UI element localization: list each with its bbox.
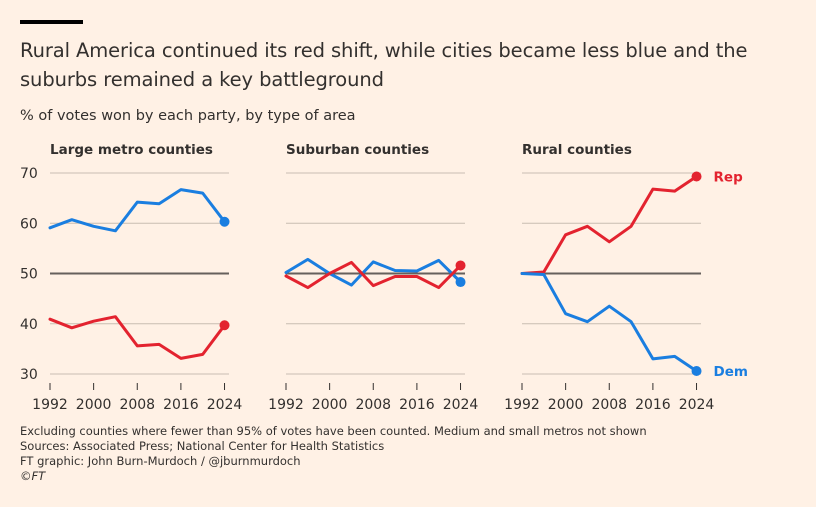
x-tick-label: 2008	[355, 397, 391, 413]
footer: Excluding counties where fewer than 95% …	[20, 424, 647, 484]
x-tick-label: 2016	[399, 397, 435, 413]
x-tick-label: 1992	[504, 397, 540, 413]
dem-line	[48, 188, 226, 233]
dem-line	[284, 257, 462, 287]
y-tick-label: 30	[20, 367, 38, 383]
dem-endpoint-2024	[455, 277, 466, 288]
x-tick-label: 2024	[679, 397, 715, 413]
footer-credit: FT graphic: John Burn-Murdoch / @jburnmu…	[20, 454, 301, 468]
footer-copyright: ©FT	[20, 469, 46, 483]
rep-line	[284, 260, 462, 290]
footer-sources: Sources: Associated Press; National Cent…	[20, 439, 385, 453]
chart-subtitle: % of votes won by each party, by type of…	[20, 108, 356, 124]
x-tick-label: 1992	[32, 397, 68, 413]
y-tick-label: 60	[20, 216, 38, 232]
rep-line	[48, 315, 226, 360]
y-tick-label: 50	[20, 267, 38, 283]
panel-title-rural: Rural counties	[522, 142, 632, 158]
rep-endpoint-2024	[455, 260, 466, 271]
x-tick-label: 2024	[207, 397, 243, 413]
x-tick-label: 2008	[591, 397, 627, 413]
footer-note: Excluding counties where fewer than 95% …	[20, 424, 647, 438]
x-tick-label: 1992	[268, 397, 304, 413]
chart-title: Rural America continued its red shift, w…	[20, 39, 748, 91]
panel-title-suburban: Suburban counties	[286, 142, 430, 158]
rep-line	[520, 175, 698, 275]
dem-endpoint-2024	[691, 365, 702, 376]
x-tick-label: 2000	[312, 397, 348, 413]
dem-line	[520, 272, 698, 373]
x-tick-label: 2016	[635, 397, 671, 413]
rep-endpoint-2024	[219, 320, 230, 331]
rep-endpoint-2024	[691, 171, 702, 182]
x-tick-label: 2008	[119, 397, 155, 413]
dem-endpoint-2024	[219, 216, 230, 227]
x-tick-label: 2000	[76, 397, 112, 413]
x-tick-label: 2000	[548, 397, 584, 413]
x-tick-label: 2024	[443, 397, 479, 413]
ft-accent-bar	[20, 20, 83, 24]
y-tick-label: 40	[20, 317, 38, 333]
rep-series-label: Rep	[714, 170, 744, 186]
panel-title-large-metro: Large metro counties	[50, 142, 213, 158]
y-tick-label: 70	[20, 166, 38, 182]
dem-series-label: Dem	[714, 364, 748, 380]
x-tick-label: 2016	[163, 397, 199, 413]
